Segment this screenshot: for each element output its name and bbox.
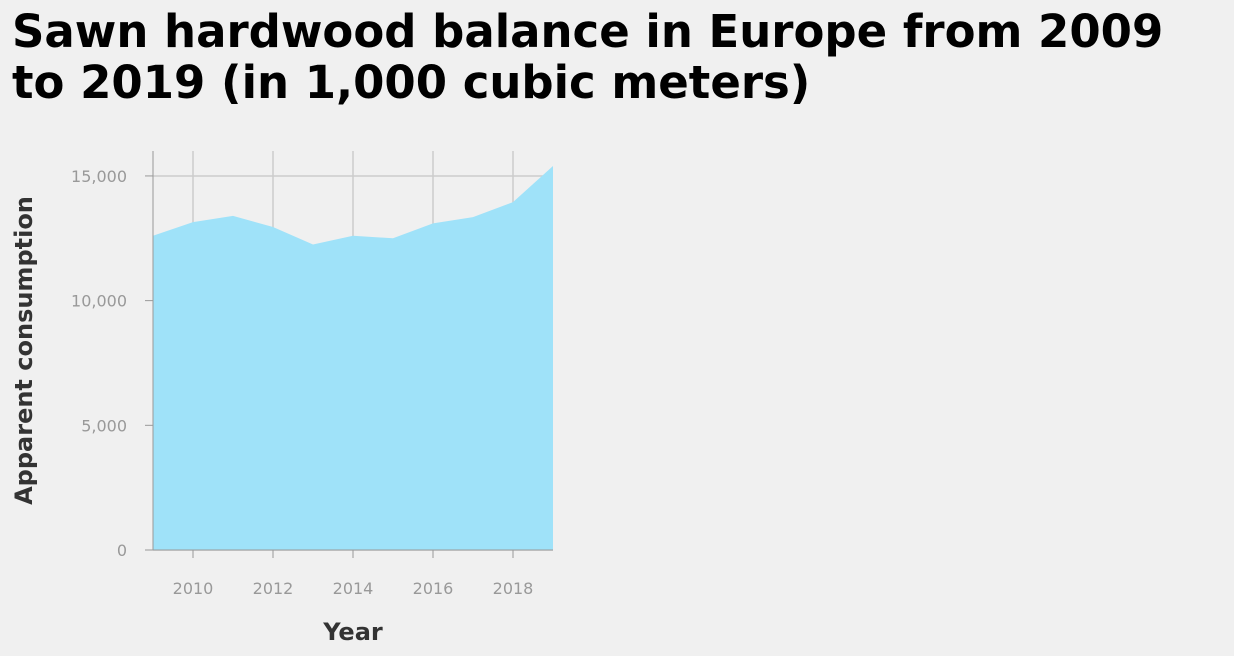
x-tick-label: 2016 [413,579,454,598]
y-tick-label: 15,000 [71,167,127,186]
y-axis-label: Apparent consumption [10,196,38,505]
y-tick-label: 0 [117,541,127,560]
chart-title: Sawn hardwood balance in Europe from 200… [12,5,1164,109]
x-tick-label: 2012 [253,579,294,598]
tick-labels: 2010 2012 2014 2016 2018 0 5,000 10,000 15,000 [71,167,533,598]
x-axis-label: Year [322,618,383,646]
x-tick-label: 2014 [333,579,374,598]
area-series [153,165,553,550]
y-tick-label: 5,000 [81,416,127,435]
x-tick-label: 2018 [493,579,534,598]
x-tick-label: 2010 [173,579,214,598]
y-tick-label: 10,000 [71,292,127,311]
